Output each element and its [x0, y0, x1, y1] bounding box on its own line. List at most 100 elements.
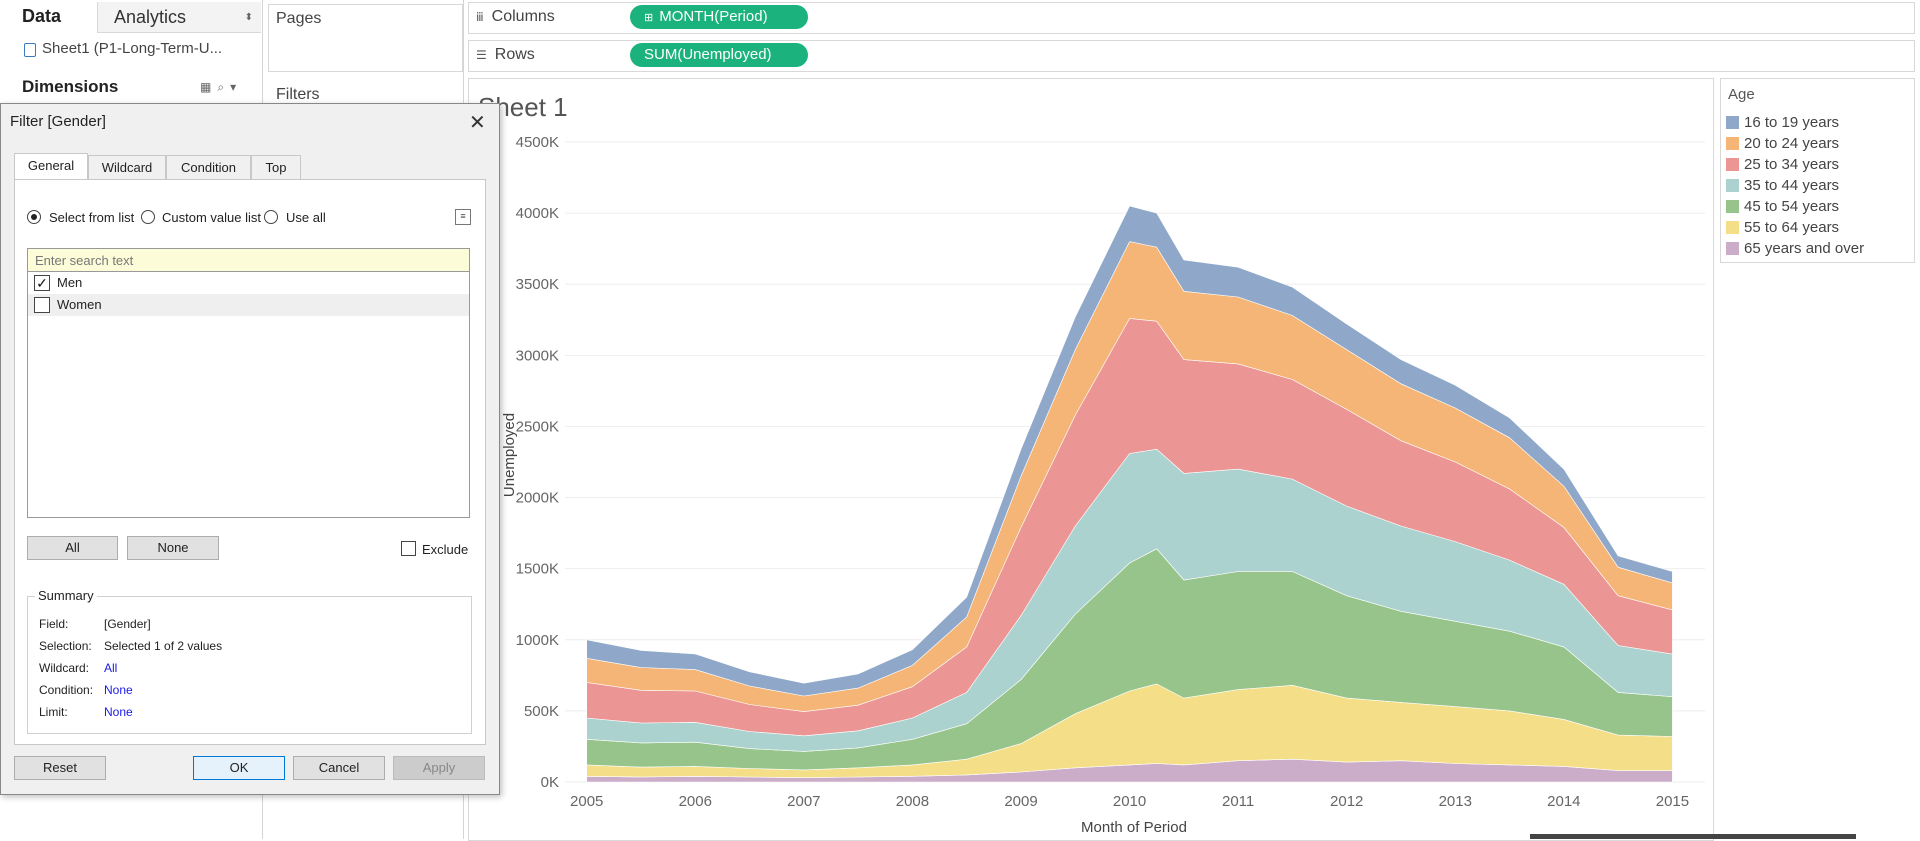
- cancel-button[interactable]: Cancel: [293, 756, 385, 780]
- exclude-label[interactable]: Exclude: [422, 542, 469, 557]
- dimensions-header: Dimensions: [22, 77, 119, 96]
- y-tick-label: 2000K: [516, 490, 559, 507]
- rows-label-text: Rows: [494, 46, 535, 63]
- tab-top[interactable]: Top: [251, 155, 301, 179]
- summary-condition-link[interactable]: None: [104, 683, 133, 697]
- legend-title: Age: [1728, 86, 1755, 103]
- legend-item-label[interactable]: 25 to 34 years: [1744, 156, 1840, 173]
- list-options-icon[interactable]: ≡: [455, 209, 471, 225]
- summary-wildcard-key: Wildcard:: [39, 661, 90, 675]
- legend-item-label[interactable]: 35 to 44 years: [1744, 177, 1840, 194]
- summary-limit-key: Limit:: [39, 705, 68, 719]
- x-tick-label: 2014: [1547, 793, 1580, 810]
- filter-dialog: Filter [Gender] ✕ General Wildcard Condi…: [0, 103, 500, 795]
- radio-use-all[interactable]: [264, 210, 278, 224]
- list-item-women[interactable]: Women: [28, 294, 469, 316]
- legend-swatch[interactable]: [1726, 200, 1739, 213]
- x-tick-label: 2008: [896, 793, 929, 810]
- rows-icon: ☰: [476, 48, 487, 62]
- legend-item-label[interactable]: 55 to 64 years: [1744, 219, 1840, 236]
- tab-condition[interactable]: Condition: [166, 155, 251, 179]
- pages-shelf[interactable]: [268, 4, 463, 72]
- exclude-checkbox[interactable]: [401, 541, 416, 556]
- legend-item-label[interactable]: 20 to 24 years: [1744, 135, 1840, 152]
- radio-select-from-list-label[interactable]: Select from list: [49, 210, 135, 225]
- filters-label: Filters: [276, 86, 320, 103]
- radio-custom-value-list-label[interactable]: Custom value list: [162, 210, 261, 225]
- search-icon[interactable]: ⌕: [217, 80, 231, 94]
- legend-swatch[interactable]: [1726, 242, 1739, 255]
- tab-analytics-label: Analytics: [114, 7, 187, 27]
- x-tick-label: 2005: [570, 793, 603, 810]
- area-series-path[interactable]: [586, 205, 1673, 697]
- legend-item-label[interactable]: 16 to 19 years: [1744, 114, 1840, 131]
- x-tick-label: 2011: [1222, 793, 1254, 810]
- y-tick-label: 3500K: [516, 276, 559, 293]
- dimensions-tools: ▦⌕▾: [200, 80, 242, 95]
- y-tick-label: 2500K: [516, 418, 559, 435]
- grid-icon[interactable]: ▦: [200, 80, 218, 94]
- horizontal-scrollbar[interactable]: [1530, 834, 1856, 839]
- radio-custom-value-list[interactable]: [141, 210, 155, 224]
- x-axis-ticks: 2005 2006 2007 2008 2009 2010 2011 2012 2013 2014…: [570, 793, 1689, 810]
- columns-label: ⅲ Columns: [476, 8, 555, 26]
- list-item-men[interactable]: ✓ Men: [28, 272, 469, 294]
- summary-selection-key: Selection:: [39, 639, 92, 653]
- checkbox-men[interactable]: ✓: [34, 275, 50, 291]
- legend-item-label[interactable]: 45 to 54 years: [1744, 198, 1840, 215]
- close-icon[interactable]: ✕: [469, 112, 486, 134]
- x-tick-label: 2010: [1113, 793, 1146, 810]
- y-tick-label: 1500K: [516, 561, 559, 578]
- list-item-men-label: Men: [57, 275, 83, 290]
- radio-use-all-label[interactable]: Use all: [286, 210, 326, 225]
- ok-button[interactable]: OK: [193, 756, 285, 780]
- reset-button[interactable]: Reset: [14, 756, 106, 780]
- all-button[interactable]: All: [27, 536, 118, 560]
- legend-item-label[interactable]: 65 years and over: [1744, 240, 1865, 257]
- legend-swatch[interactable]: [1726, 158, 1739, 171]
- dialog-title: Filter [Gender]: [10, 113, 106, 130]
- legend-swatch[interactable]: [1726, 221, 1739, 234]
- checkbox-women[interactable]: [34, 297, 50, 313]
- legend-swatch[interactable]: [1726, 179, 1739, 192]
- pages-label: Pages: [276, 10, 322, 27]
- columns-icon: ⅲ: [476, 10, 484, 24]
- columns-pill[interactable]: ⊞ MONTH(Period): [630, 5, 808, 29]
- summary-selection-value: Selected 1 of 2 values: [104, 639, 223, 653]
- datasource-label[interactable]: Sheet1 (P1-Long-Term-U...: [42, 40, 223, 57]
- legend-swatch[interactable]: [1726, 116, 1739, 129]
- y-tick-label: 0K: [541, 774, 559, 791]
- tab-analytics[interactable]: Analytics ⬍: [97, 2, 261, 33]
- summary-legend: Summary: [35, 588, 97, 603]
- summary-box: [27, 596, 472, 734]
- none-button[interactable]: None: [127, 536, 219, 560]
- y-tick-label: 4000K: [516, 205, 559, 222]
- list-item-women-label: Women: [57, 297, 102, 312]
- legend-swatch[interactable]: [1726, 137, 1739, 150]
- rows-pill[interactable]: SUM(Unemployed): [630, 43, 808, 67]
- tab-wildcard[interactable]: Wildcard: [88, 155, 166, 179]
- datasource-icon: [24, 43, 36, 57]
- x-tick-label: 2013: [1439, 793, 1472, 810]
- x-tick-label: 2015: [1656, 793, 1689, 810]
- y-axis-title: Unemployed: [501, 413, 518, 497]
- chevron-down-icon[interactable]: ▾: [230, 80, 243, 94]
- y-tick-label: 3000K: [516, 347, 559, 364]
- y-tick-label: 1000K: [516, 632, 559, 649]
- tab-general[interactable]: General: [14, 153, 88, 180]
- y-axis-ticks: 0K 500K 1000K 1500K 2000K 2500K 3000K 3500K 4000…: [516, 134, 559, 791]
- summary-field-key: Field:: [39, 617, 69, 631]
- summary-limit-link[interactable]: None: [104, 705, 133, 719]
- search-input[interactable]: Enter search text: [27, 248, 470, 272]
- x-tick-label: 2006: [679, 793, 712, 810]
- apply-button[interactable]: Apply: [393, 756, 485, 780]
- summary-wildcard-link[interactable]: All: [104, 661, 118, 675]
- area-chart: 0K 500K 1000K 1500K 2000K 2500K 3000K 3500K 4000…: [501, 134, 1705, 836]
- expand-icon: ⊞: [644, 12, 654, 24]
- x-tick-label: 2009: [1004, 793, 1037, 810]
- radio-select-from-list[interactable]: [27, 210, 41, 224]
- y-tick-label: 4500K: [516, 134, 559, 151]
- columns-label-text: Columns: [491, 8, 555, 25]
- rows-label: ☰ Rows: [476, 46, 535, 64]
- tab-data[interactable]: Data: [0, 0, 96, 33]
